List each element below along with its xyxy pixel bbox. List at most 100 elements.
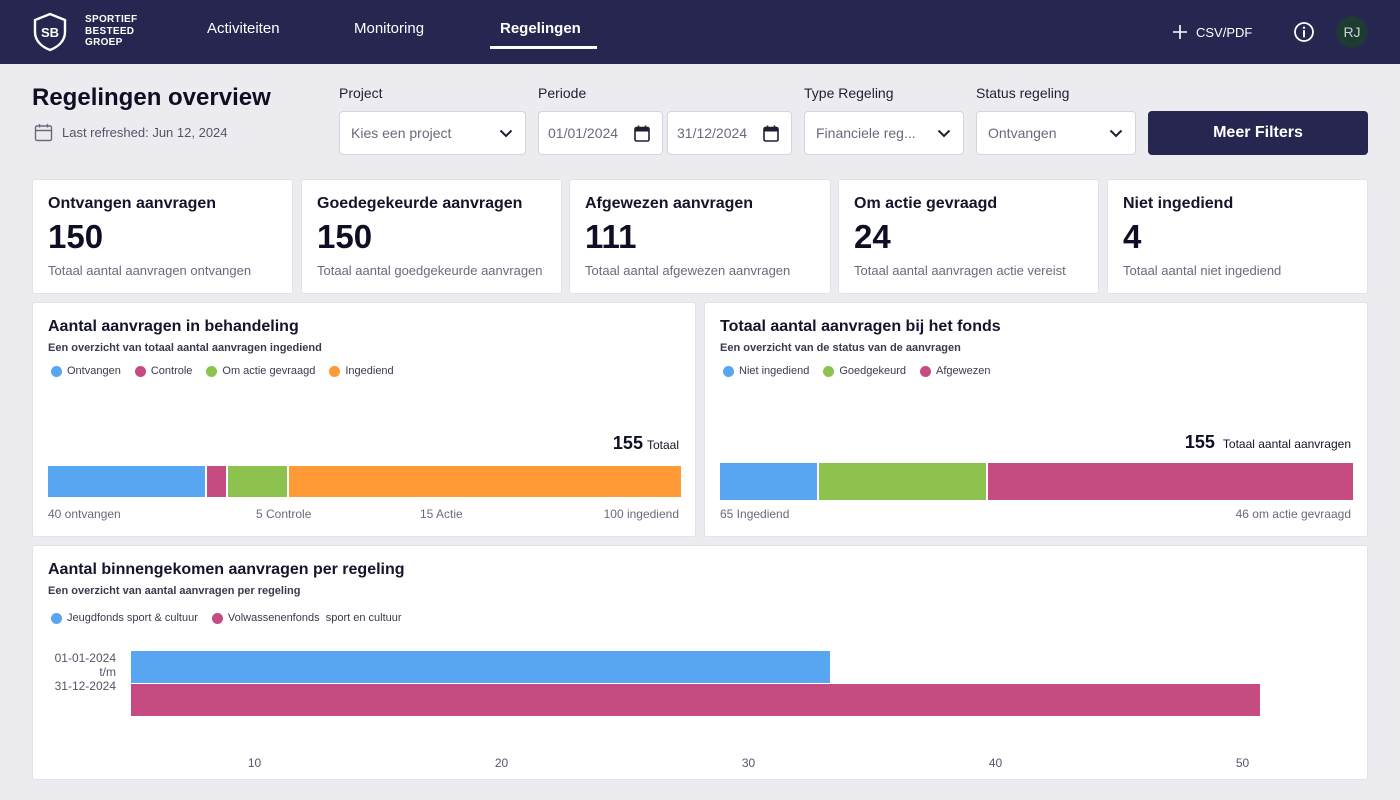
legend-item-om-actie: Om actie gevraagd bbox=[206, 365, 315, 377]
more-filters-button[interactable]: Meer Filters bbox=[1148, 111, 1368, 155]
total-value: 155 bbox=[612, 433, 643, 453]
chart-card-per-regeling: Aantal binnengekomen aanvragen per regel… bbox=[32, 545, 1368, 780]
chart-subtitle: Een overzicht van totaal aantal aanvrage… bbox=[48, 342, 322, 354]
end-date-value: 31/12/2024 bbox=[677, 125, 748, 141]
legend-item-niet-ingediend: Niet ingediend bbox=[723, 365, 809, 377]
chart-title: Aantal aanvragen in behandeling bbox=[48, 318, 299, 335]
start-date-value: 01/01/2024 bbox=[548, 125, 619, 141]
plus-icon bbox=[1173, 25, 1187, 39]
x-tick-label: 50 bbox=[1235, 756, 1250, 770]
chart-title: Totaal aantal aanvragen bij het fonds bbox=[720, 318, 1001, 335]
kpi-subtitle: Totaal aantal aanvragen actie vereist bbox=[854, 263, 1066, 278]
chart-legend: Jeugdfonds sport & cultuur Volwassenenfo… bbox=[51, 612, 402, 624]
legend-item-afgewezen: Afgewezen bbox=[920, 365, 990, 377]
segment-label-ontvangen: 40 ontvangen bbox=[48, 507, 121, 521]
periode-filter-label: Periode bbox=[538, 85, 587, 101]
bar-jeugdfonds[interactable] bbox=[131, 651, 830, 683]
end-date-input[interactable]: 31/12/2024 bbox=[667, 111, 792, 155]
chart-card-in-behandeling: Aantal aanvragen in behandeling Een over… bbox=[32, 302, 696, 537]
segment-label-controle: 5 Controle bbox=[256, 507, 312, 521]
logo-monogram: SB bbox=[41, 25, 59, 40]
kpi-value: 111 bbox=[585, 218, 637, 255]
legend-label: Niet ingediend bbox=[739, 365, 810, 377]
info-icon[interactable] bbox=[1293, 21, 1315, 43]
bar-segment-goedgekeurd[interactable] bbox=[819, 463, 986, 500]
bar-volwassenenfonds[interactable] bbox=[131, 684, 1260, 716]
stacked-bar bbox=[720, 463, 1353, 500]
legend-item-controle: Controle bbox=[134, 365, 193, 377]
chevron-down-icon bbox=[1109, 129, 1123, 137]
legend-label: Volwassenenfonds sport en cultuur bbox=[227, 612, 402, 624]
chart-title: Aantal binnengekomen aanvragen per regel… bbox=[48, 561, 405, 578]
legend-item-ingediend: Ingediend bbox=[329, 365, 394, 377]
kpi-value: 150 bbox=[48, 218, 104, 255]
bar-segment-afgewezen[interactable] bbox=[987, 463, 1353, 500]
nav-item-regelingen[interactable]: Regelingen bbox=[500, 20, 581, 37]
legend-item-jeugdfonds: Jeugdfonds sport & cultuur bbox=[51, 612, 198, 624]
kpi-value: 150 bbox=[317, 218, 373, 255]
active-nav-indicator bbox=[490, 46, 597, 49]
brand-line-3: GROEP bbox=[85, 37, 123, 48]
status-regeling-select[interactable]: Ontvangen bbox=[976, 111, 1136, 155]
kpi-subtitle: Totaal aantal aanvragen ontvangen bbox=[48, 263, 252, 278]
bar-segment-ingediend[interactable] bbox=[289, 466, 681, 497]
calendar-icon[interactable] bbox=[634, 125, 650, 142]
export-csv-pdf-button[interactable]: CSV/PDF bbox=[1172, 22, 1252, 42]
bar-segment-niet-ingediend[interactable] bbox=[720, 463, 818, 500]
project-filter-label: Project bbox=[339, 85, 383, 101]
last-refreshed: Last refreshed: Jun 12, 2024 bbox=[34, 123, 228, 142]
category-line: t/m bbox=[99, 665, 116, 679]
calendar-icon[interactable] bbox=[763, 125, 779, 142]
project-select-value: Kies een project bbox=[351, 125, 452, 141]
kpi-title: Ontvangen aanvragen bbox=[48, 195, 217, 212]
bar-segment-ontvangen[interactable] bbox=[48, 466, 205, 497]
legend-label: Controle bbox=[150, 365, 193, 377]
bar-segment-controle[interactable] bbox=[206, 466, 227, 497]
stacked-bar bbox=[48, 466, 681, 497]
legend-dot bbox=[723, 365, 734, 377]
brand-line-2: BESTEED bbox=[85, 25, 135, 37]
type-regeling-filter-label: Type Regeling bbox=[804, 85, 894, 101]
kpi-value: 4 bbox=[1123, 218, 1142, 255]
category-line: 01-01-2024 bbox=[54, 651, 116, 665]
kpi-title: Niet ingediend bbox=[1123, 195, 1234, 212]
nav-item-monitoring[interactable]: Monitoring bbox=[354, 20, 425, 37]
kpi-title: Om actie gevraagd bbox=[854, 195, 998, 212]
kpi-card-goedgekeurd: Goedegekeurde aanvragen 150 Totaal aanta… bbox=[301, 179, 562, 294]
legend-label: Ingediend bbox=[345, 365, 394, 377]
bar-segment-om-actie[interactable] bbox=[228, 466, 288, 497]
last-refreshed-text: Last refreshed: Jun 12, 2024 bbox=[62, 125, 228, 140]
kpi-card-ontvangen: Ontvangen aanvragen 150 Totaal aantal aa… bbox=[32, 179, 293, 294]
start-date-input[interactable]: 01/01/2024 bbox=[538, 111, 663, 155]
kpi-subtitle: Totaal aantal afgewezen aanvragen bbox=[585, 263, 791, 278]
user-avatar[interactable]: RJ bbox=[1336, 16, 1368, 48]
chart-total: 155 Totaal bbox=[613, 433, 679, 454]
legend-item-goedgekeurd: Goedgekeurd bbox=[823, 365, 906, 377]
chart-subtitle: Een overzicht van aantal aanvragen per r… bbox=[48, 585, 301, 597]
chevron-down-icon bbox=[937, 129, 951, 137]
export-label: CSV/PDF bbox=[1196, 24, 1253, 40]
legend-item-volwassenenfonds: Volwassenenfonds sport en cultuur bbox=[211, 612, 402, 624]
sb-logo-icon[interactable]: SB bbox=[32, 12, 68, 52]
y-axis-category-label: 01-01-2024 t/m 31-12-2024 bbox=[49, 651, 116, 693]
legend-item-ontvangen: Ontvangen bbox=[51, 365, 121, 377]
nav-item-activiteiten[interactable]: Activiteiten bbox=[207, 20, 280, 37]
project-select[interactable]: Kies een project bbox=[339, 111, 526, 155]
legend-dot bbox=[823, 365, 835, 377]
type-regeling-select[interactable]: Financiele reg... bbox=[804, 111, 964, 155]
axis-label-left: 65 Ingediend bbox=[720, 507, 790, 521]
page-title: Regelingen overview bbox=[32, 84, 271, 111]
chart-card-fonds-status: Totaal aantal aanvragen bij het fonds Ee… bbox=[704, 302, 1368, 537]
legend-dot bbox=[134, 365, 146, 377]
chart-legend: Niet ingediend Goedgekeurd Afgewezen bbox=[723, 365, 990, 377]
chart-subtitle: Een overzicht van de status van de aanvr… bbox=[720, 342, 961, 354]
legend-dot bbox=[920, 365, 932, 377]
chart-legend: Ontvangen Controle Om actie gevraagd Ing… bbox=[51, 365, 394, 377]
segment-label-ingediend: 100 ingediend bbox=[603, 507, 679, 521]
x-tick-label: 30 bbox=[741, 756, 756, 770]
x-tick-label: 20 bbox=[494, 756, 509, 770]
legend-label: Ontvangen bbox=[67, 365, 121, 377]
legend-label: Afgewezen bbox=[936, 365, 991, 377]
top-navigation-bar: SB SPORTIEF BESTEED GROEP Activiteiten M… bbox=[0, 0, 1400, 64]
total-label: Totaal aantal aanvragen bbox=[1222, 437, 1351, 451]
